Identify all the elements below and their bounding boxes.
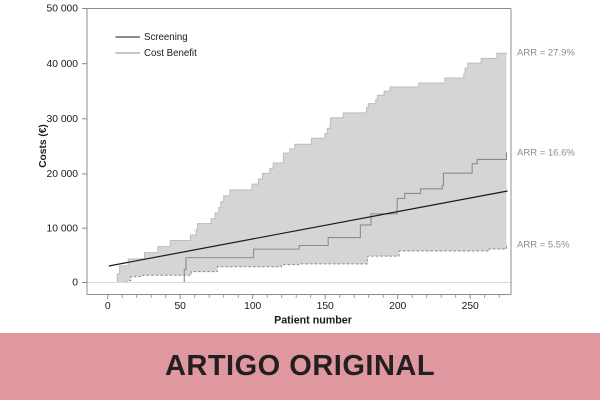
svg-text:ARR = 27.9%: ARR = 27.9% bbox=[517, 48, 575, 59]
svg-text:ARR = 5.5%: ARR = 5.5% bbox=[517, 240, 570, 251]
svg-text:Screening: Screening bbox=[144, 32, 188, 43]
svg-text:50 000: 50 000 bbox=[47, 4, 79, 15]
svg-text:Patient number: Patient number bbox=[274, 315, 352, 327]
svg-text:Cost Benefit: Cost Benefit bbox=[144, 48, 197, 59]
svg-text:0: 0 bbox=[105, 301, 111, 312]
svg-text:30 000: 30 000 bbox=[47, 114, 79, 125]
svg-text:150: 150 bbox=[317, 301, 334, 312]
svg-text:200: 200 bbox=[389, 301, 406, 312]
svg-text:100: 100 bbox=[244, 301, 261, 312]
svg-text:20 000: 20 000 bbox=[47, 169, 79, 180]
svg-text:10 000: 10 000 bbox=[47, 223, 79, 234]
svg-text:0: 0 bbox=[72, 278, 78, 289]
svg-text:ARR = 16.6%: ARR = 16.6% bbox=[517, 148, 575, 159]
svg-text:Costs (€): Costs (€) bbox=[38, 124, 49, 168]
svg-text:250: 250 bbox=[462, 301, 479, 312]
svg-text:40 000: 40 000 bbox=[47, 59, 79, 70]
svg-text:50: 50 bbox=[174, 301, 186, 312]
